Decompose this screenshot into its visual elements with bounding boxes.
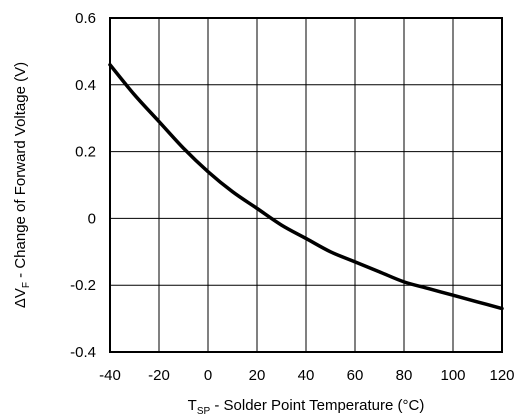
y-axis-title-rest: - Change of Forward Voltage (V) [12,62,29,282]
x-tick-label: 0 [204,367,212,384]
y-axis-title-subscript: F [21,282,32,288]
y-tick-label: -0.2 [70,277,96,294]
y-tick-label: 0.6 [75,10,96,27]
x-tick-label: 120 [489,367,514,384]
y-tick-label: 0.2 [75,144,96,161]
y-tick-label: -0.4 [70,344,96,361]
y-tick-label: 0 [88,210,96,227]
series-line [108,63,504,311]
x-tick-labels: -40 -20 0 20 40 60 80 100 120 [99,367,514,384]
x-axis-title-rest: - Solder Point Temperature (°C) [210,397,424,414]
x-axis-title-subscript: SP [197,406,211,417]
x-axis-title: TSP - Solder Point Temperature (°C) [188,397,425,417]
y-tick-labels: -0.4 -0.2 0 0.2 0.4 0.6 [70,10,96,361]
y-tick-label: 0.4 [75,77,96,94]
x-tick-label: 100 [440,367,465,384]
x-tick-label: -20 [148,367,170,384]
grid [110,18,502,352]
x-tick-label: -40 [99,367,121,384]
x-tick-label: 60 [347,367,364,384]
x-axis-title-prefix: T [188,397,197,414]
y-axis-title: ΔVF - Change of Forward Voltage (V) [12,62,32,308]
x-tick-label: 20 [249,367,266,384]
x-tick-label: 40 [298,367,315,384]
y-axis-title-prefix: ΔV [12,288,29,308]
x-tick-label: 80 [396,367,413,384]
series-layer [108,63,504,311]
plot-frame [109,17,503,353]
